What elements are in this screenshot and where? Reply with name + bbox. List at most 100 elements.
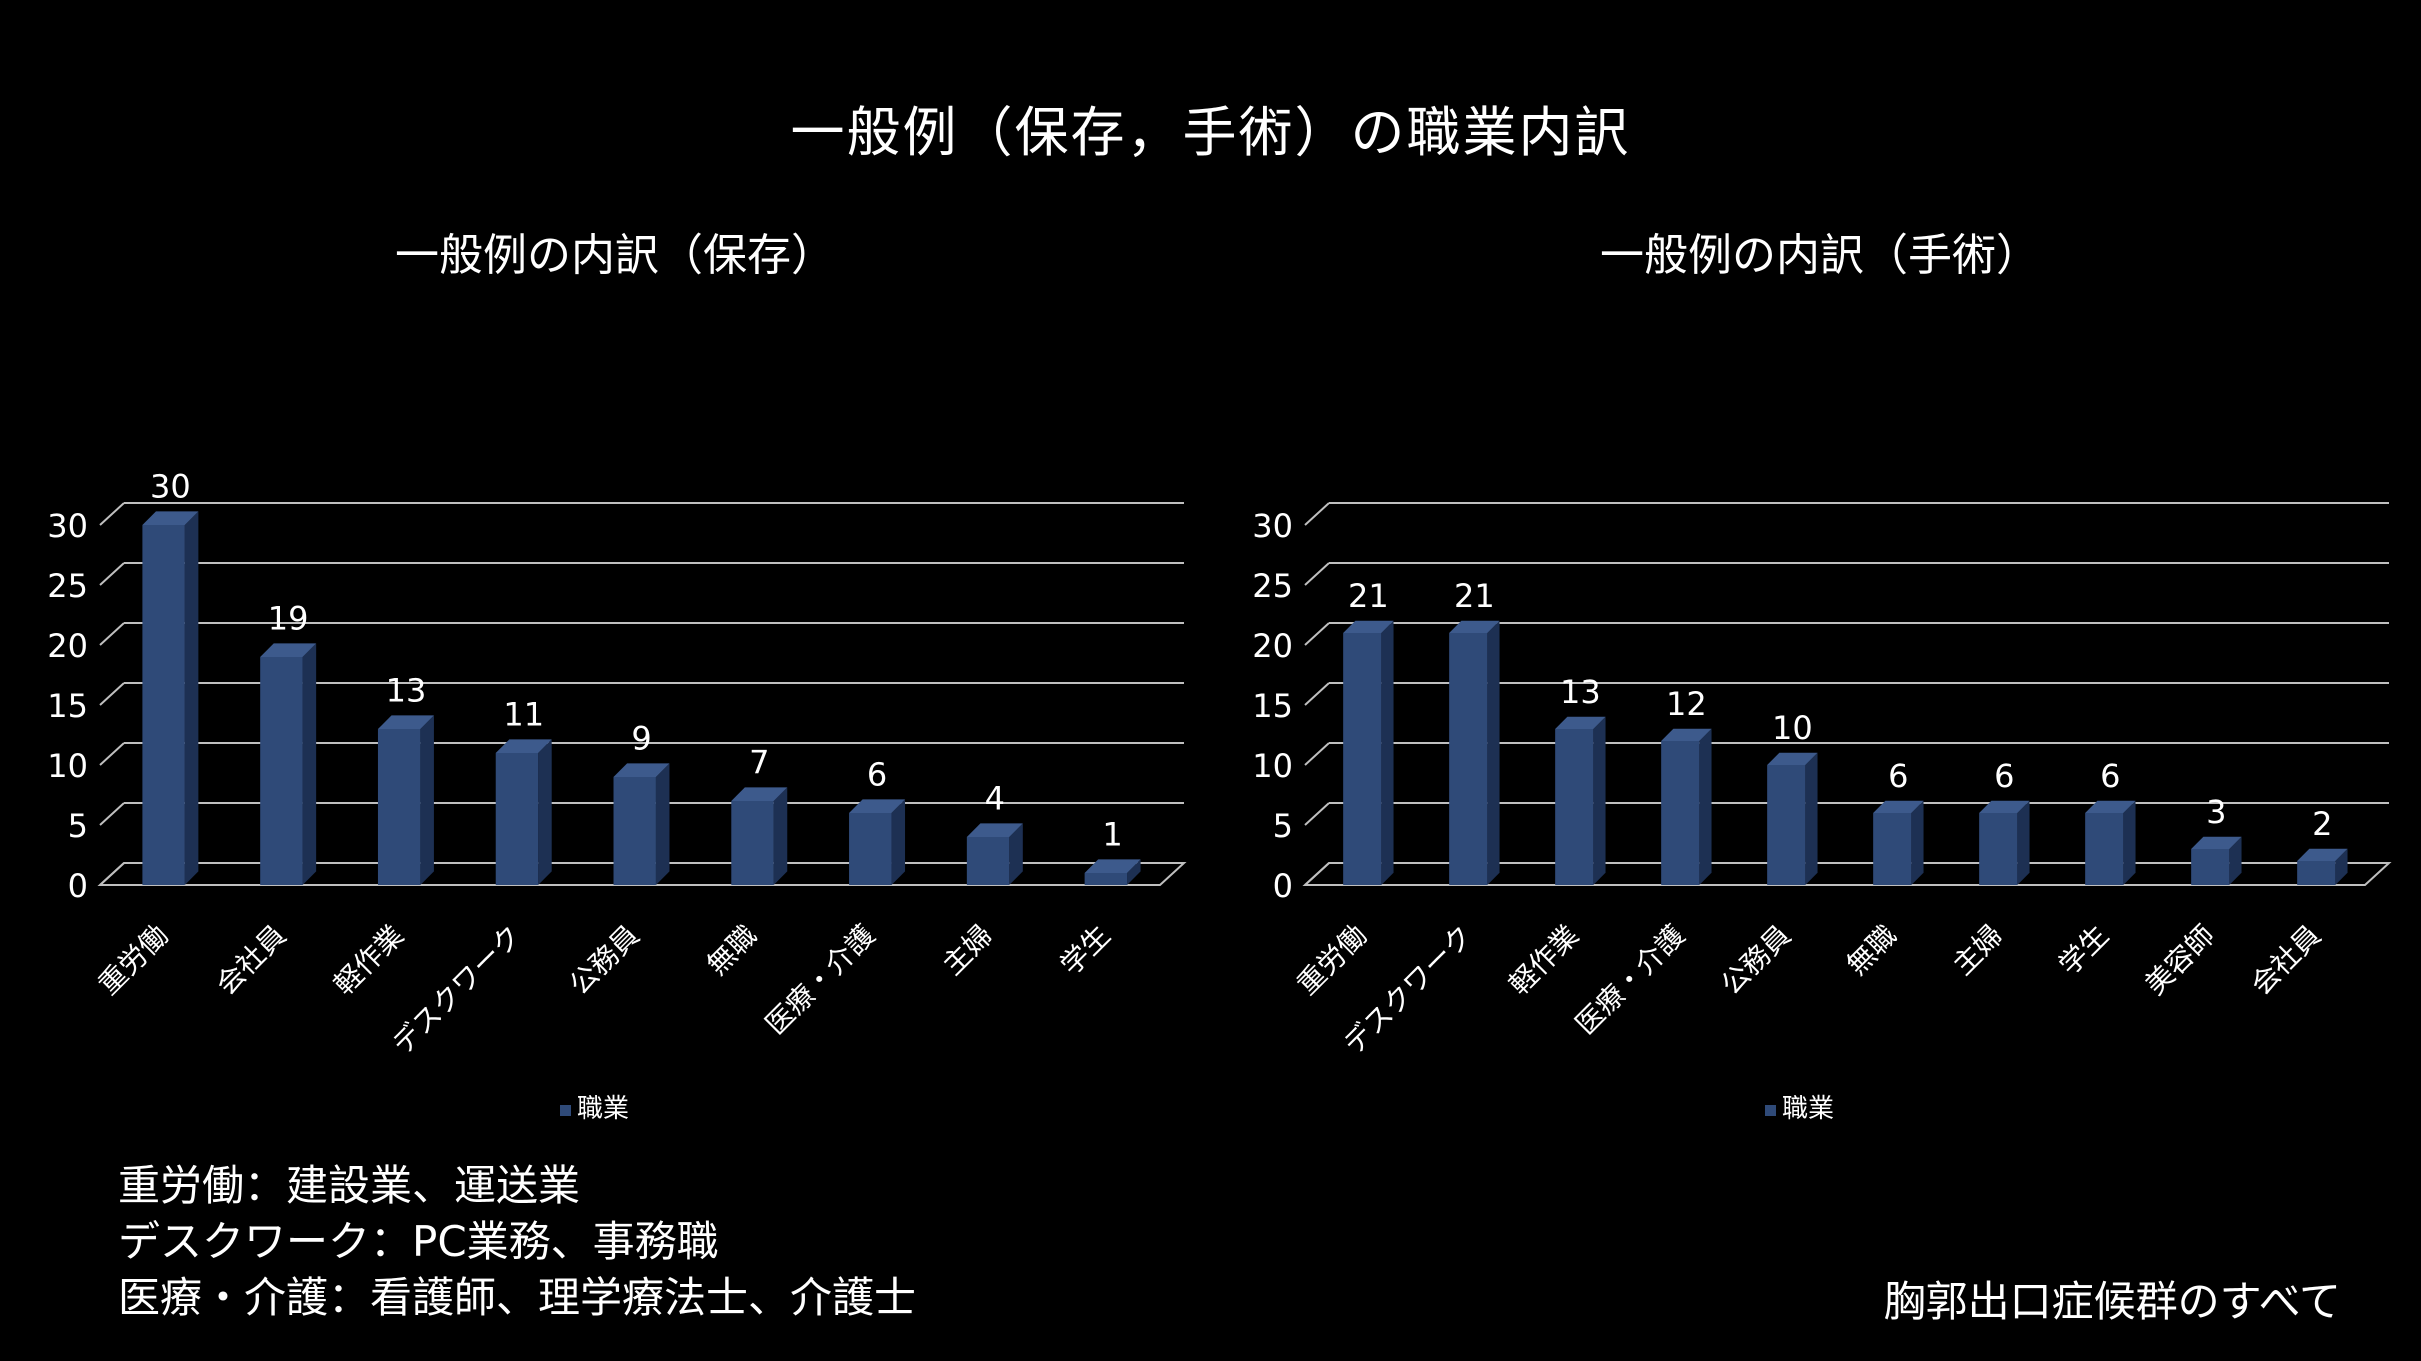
bar-side [655, 763, 670, 885]
legend-swatch [1765, 1105, 1776, 1116]
bar [1555, 729, 1594, 885]
gridline-connector [99, 862, 125, 886]
bar-top [1555, 716, 1606, 729]
y-tick-label: 10 [1252, 747, 1293, 785]
x-tick-label: 学生 [1054, 919, 1117, 982]
bar-side [184, 511, 199, 885]
bar [1767, 765, 1806, 885]
y-tick-label: 5 [68, 807, 88, 845]
bar-top [1343, 620, 1394, 633]
bar [2085, 813, 2124, 885]
bar [849, 813, 892, 885]
bar-side [302, 643, 317, 885]
y-tick-label: 15 [1252, 687, 1293, 725]
bar-side [1911, 800, 1924, 885]
bar [1661, 741, 1700, 885]
x-tick-label: 医療・介護 [759, 919, 881, 1041]
gridline-connector [99, 802, 125, 826]
gridline-connector [99, 622, 125, 646]
footnote-medical-care: 医療・介護：看護師、理学療法士、介護士 [118, 1273, 917, 1322]
bar-side [538, 739, 552, 885]
bar-top [2085, 800, 2136, 813]
data-label: 12 [1666, 685, 1707, 723]
x-tick-label: 会社員 [2244, 919, 2327, 1002]
bar [966, 837, 1010, 885]
data-label: 3 [2206, 793, 2226, 831]
footnote-desk-work: デスクワーク：PC業務、事務職 [118, 1217, 719, 1266]
bar-top [377, 715, 434, 729]
bar [260, 657, 303, 885]
data-label: 7 [749, 743, 769, 781]
bar [1873, 813, 1912, 885]
x-tick-label: 公務員 [1714, 919, 1797, 1002]
bar [1449, 633, 1488, 885]
legend-label: 職業 [1782, 1094, 1834, 1124]
footnotes: 重労働：建設業、運送業 デスクワーク：PC業務、事務職 医療・介護：看護師、理学… [118, 1158, 916, 1326]
bar-side [2017, 800, 2030, 885]
chart-svg: 一般例の内訳（保存）05101520253030重労働19会社員13軽作業11デ… [47, 230, 1187, 1124]
bar-side [773, 787, 788, 885]
chart-title: 一般例の内訳（保存） [395, 230, 835, 281]
chart-title: 一般例の内訳（手術） [1600, 230, 2040, 281]
x-tick-label: 主婦 [936, 919, 999, 982]
bar [2297, 861, 2336, 885]
bar-side [2335, 848, 2348, 885]
bar-side [1127, 859, 1141, 885]
y-tick-label: 0 [68, 867, 88, 905]
x-tick-label: 無職 [1840, 919, 1903, 982]
bar-side [2229, 836, 2242, 885]
data-label: 10 [1772, 709, 1813, 747]
bar-top [966, 823, 1023, 837]
gridline-connector [99, 562, 125, 586]
y-tick-label: 0 [1273, 867, 1293, 905]
bar-side [420, 715, 434, 885]
legend-label: 職業 [577, 1094, 629, 1124]
data-label: 19 [268, 599, 309, 637]
data-label: 6 [867, 755, 887, 793]
bar-top [1661, 728, 1712, 741]
chart-surgical: 一般例の内訳（手術） 0 5 10 15 20 25 30 21 重労働 21 デスクワーク 13 軽作業… [1245, 220, 2395, 1140]
gridline-connector [1304, 562, 1330, 586]
bar-side [1009, 823, 1023, 885]
bar-top [1767, 752, 1818, 765]
chart-conservative: 一般例の内訳（保存） 0 5 10 15 20 25 30 30 重労働 19 会社員 13 軽作業 11 デ… [40, 220, 1190, 1140]
bar [1084, 873, 1128, 885]
data-label: 6 [2100, 757, 2120, 795]
x-tick-label: 軽作業 [327, 919, 410, 1002]
bar [1343, 633, 1382, 885]
bar-top [1084, 859, 1141, 873]
bar-top [260, 643, 317, 657]
gridline-connector [1304, 862, 1330, 886]
data-label: 13 [1560, 673, 1601, 711]
bar-side [2123, 800, 2136, 885]
data-label: 2 [2312, 805, 2332, 843]
bar [142, 525, 185, 885]
bar-side [1381, 620, 1394, 885]
gridline-connector [1304, 742, 1330, 766]
gridline-connector [99, 502, 125, 526]
footnote-heavy-labor: 重労働：建設業、運送業 [118, 1161, 581, 1210]
bar-top [731, 787, 788, 801]
bar [613, 777, 656, 885]
bar-top [849, 799, 906, 813]
bar-top [613, 763, 670, 777]
chart-svg: 一般例の内訳（手術）05101520253021重労働21デスクワーク13軽作業… [1252, 230, 2392, 1124]
y-tick-label: 25 [1252, 567, 1293, 605]
data-label: 13 [386, 671, 427, 709]
bar-top [2297, 848, 2348, 861]
y-tick-label: 30 [47, 507, 88, 545]
x-tick-label: 美容師 [2138, 919, 2221, 1002]
bar-side [1487, 620, 1500, 885]
bar-top [1449, 620, 1500, 633]
gridline-connector [1304, 622, 1330, 646]
x-tick-label: 学生 [2052, 919, 2115, 982]
gridline-connector [99, 742, 125, 766]
bar-top [2191, 836, 2242, 849]
data-label: 21 [1348, 577, 1389, 615]
gridline-connector [1304, 802, 1330, 826]
bar-top [1873, 800, 1924, 813]
bar-side [891, 799, 906, 885]
data-label: 9 [631, 719, 651, 757]
y-tick-label: 10 [47, 747, 88, 785]
bar-top [1979, 800, 2030, 813]
